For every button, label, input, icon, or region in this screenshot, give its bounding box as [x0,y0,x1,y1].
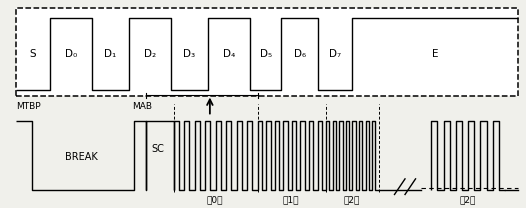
Text: BREAK: BREAK [65,152,98,162]
Text: S: S [29,49,36,59]
Text: D₂: D₂ [144,49,156,59]
Text: D₀: D₀ [65,49,77,59]
Text: D₄: D₄ [222,49,235,59]
Text: D₁: D₁ [104,49,117,59]
Text: D₇: D₇ [329,49,341,59]
Text: D₅: D₅ [259,49,272,59]
Text: E: E [432,49,439,59]
Text: D₆: D₆ [294,49,306,59]
Text: MAB: MAB [133,102,153,111]
Text: 第1幀: 第1幀 [282,195,299,204]
Text: SC: SC [151,144,164,154]
Text: MTBP: MTBP [16,102,41,111]
Text: 第2幀: 第2幀 [343,195,360,204]
Text: D₃: D₃ [183,49,196,59]
Text: 第0幀: 第0幀 [206,195,223,204]
Text: 第2幀: 第2幀 [460,195,477,204]
FancyBboxPatch shape [16,8,518,96]
